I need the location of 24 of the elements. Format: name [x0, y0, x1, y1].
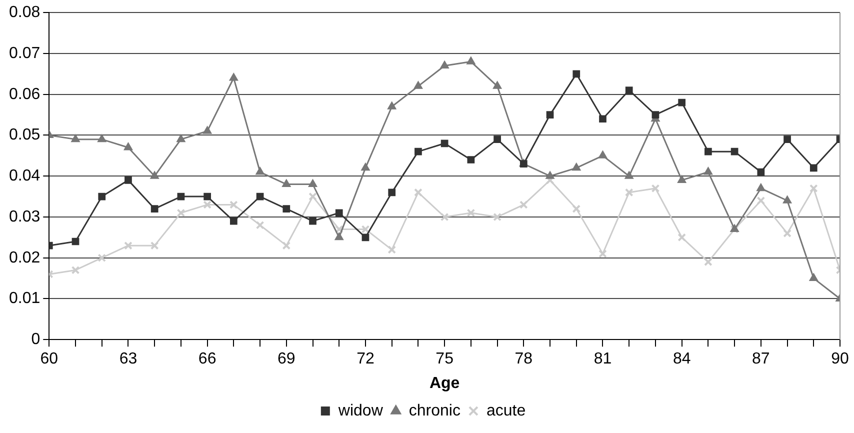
y-tick-label: 0.04 — [9, 168, 40, 185]
x-tick-label: 69 — [278, 350, 296, 368]
legend-label: acute — [486, 402, 526, 420]
x-tick-label: 84 — [672, 350, 691, 368]
y-tick-label: 0.03 — [9, 208, 40, 226]
y-tick-label: 0.06 — [9, 86, 40, 103]
y-tick-label: 0.01 — [9, 290, 40, 308]
y-tick-label: 0.02 — [9, 249, 40, 266]
x-tick-label: 60 — [40, 350, 58, 368]
y-tick-label: 0.08 — [9, 4, 40, 22]
x-tick-label: 78 — [514, 350, 533, 368]
y-tick-label: 0.07 — [9, 44, 40, 62]
legend-label: widow — [337, 402, 384, 420]
x-tick-label: 87 — [752, 350, 770, 368]
x-tick-label: 75 — [436, 350, 454, 368]
x-axis-title: Age — [429, 374, 460, 392]
y-tick-label: 0 — [31, 331, 40, 348]
x-tick-label: 81 — [594, 350, 612, 368]
legend-label: chronic — [408, 402, 460, 420]
y-tick-label: 0.05 — [9, 126, 40, 144]
x-tick-label: 72 — [356, 350, 374, 368]
x-tick-label: 63 — [119, 350, 138, 368]
x-tick-label: 90 — [831, 350, 849, 368]
x-tick-label: 66 — [198, 350, 216, 368]
